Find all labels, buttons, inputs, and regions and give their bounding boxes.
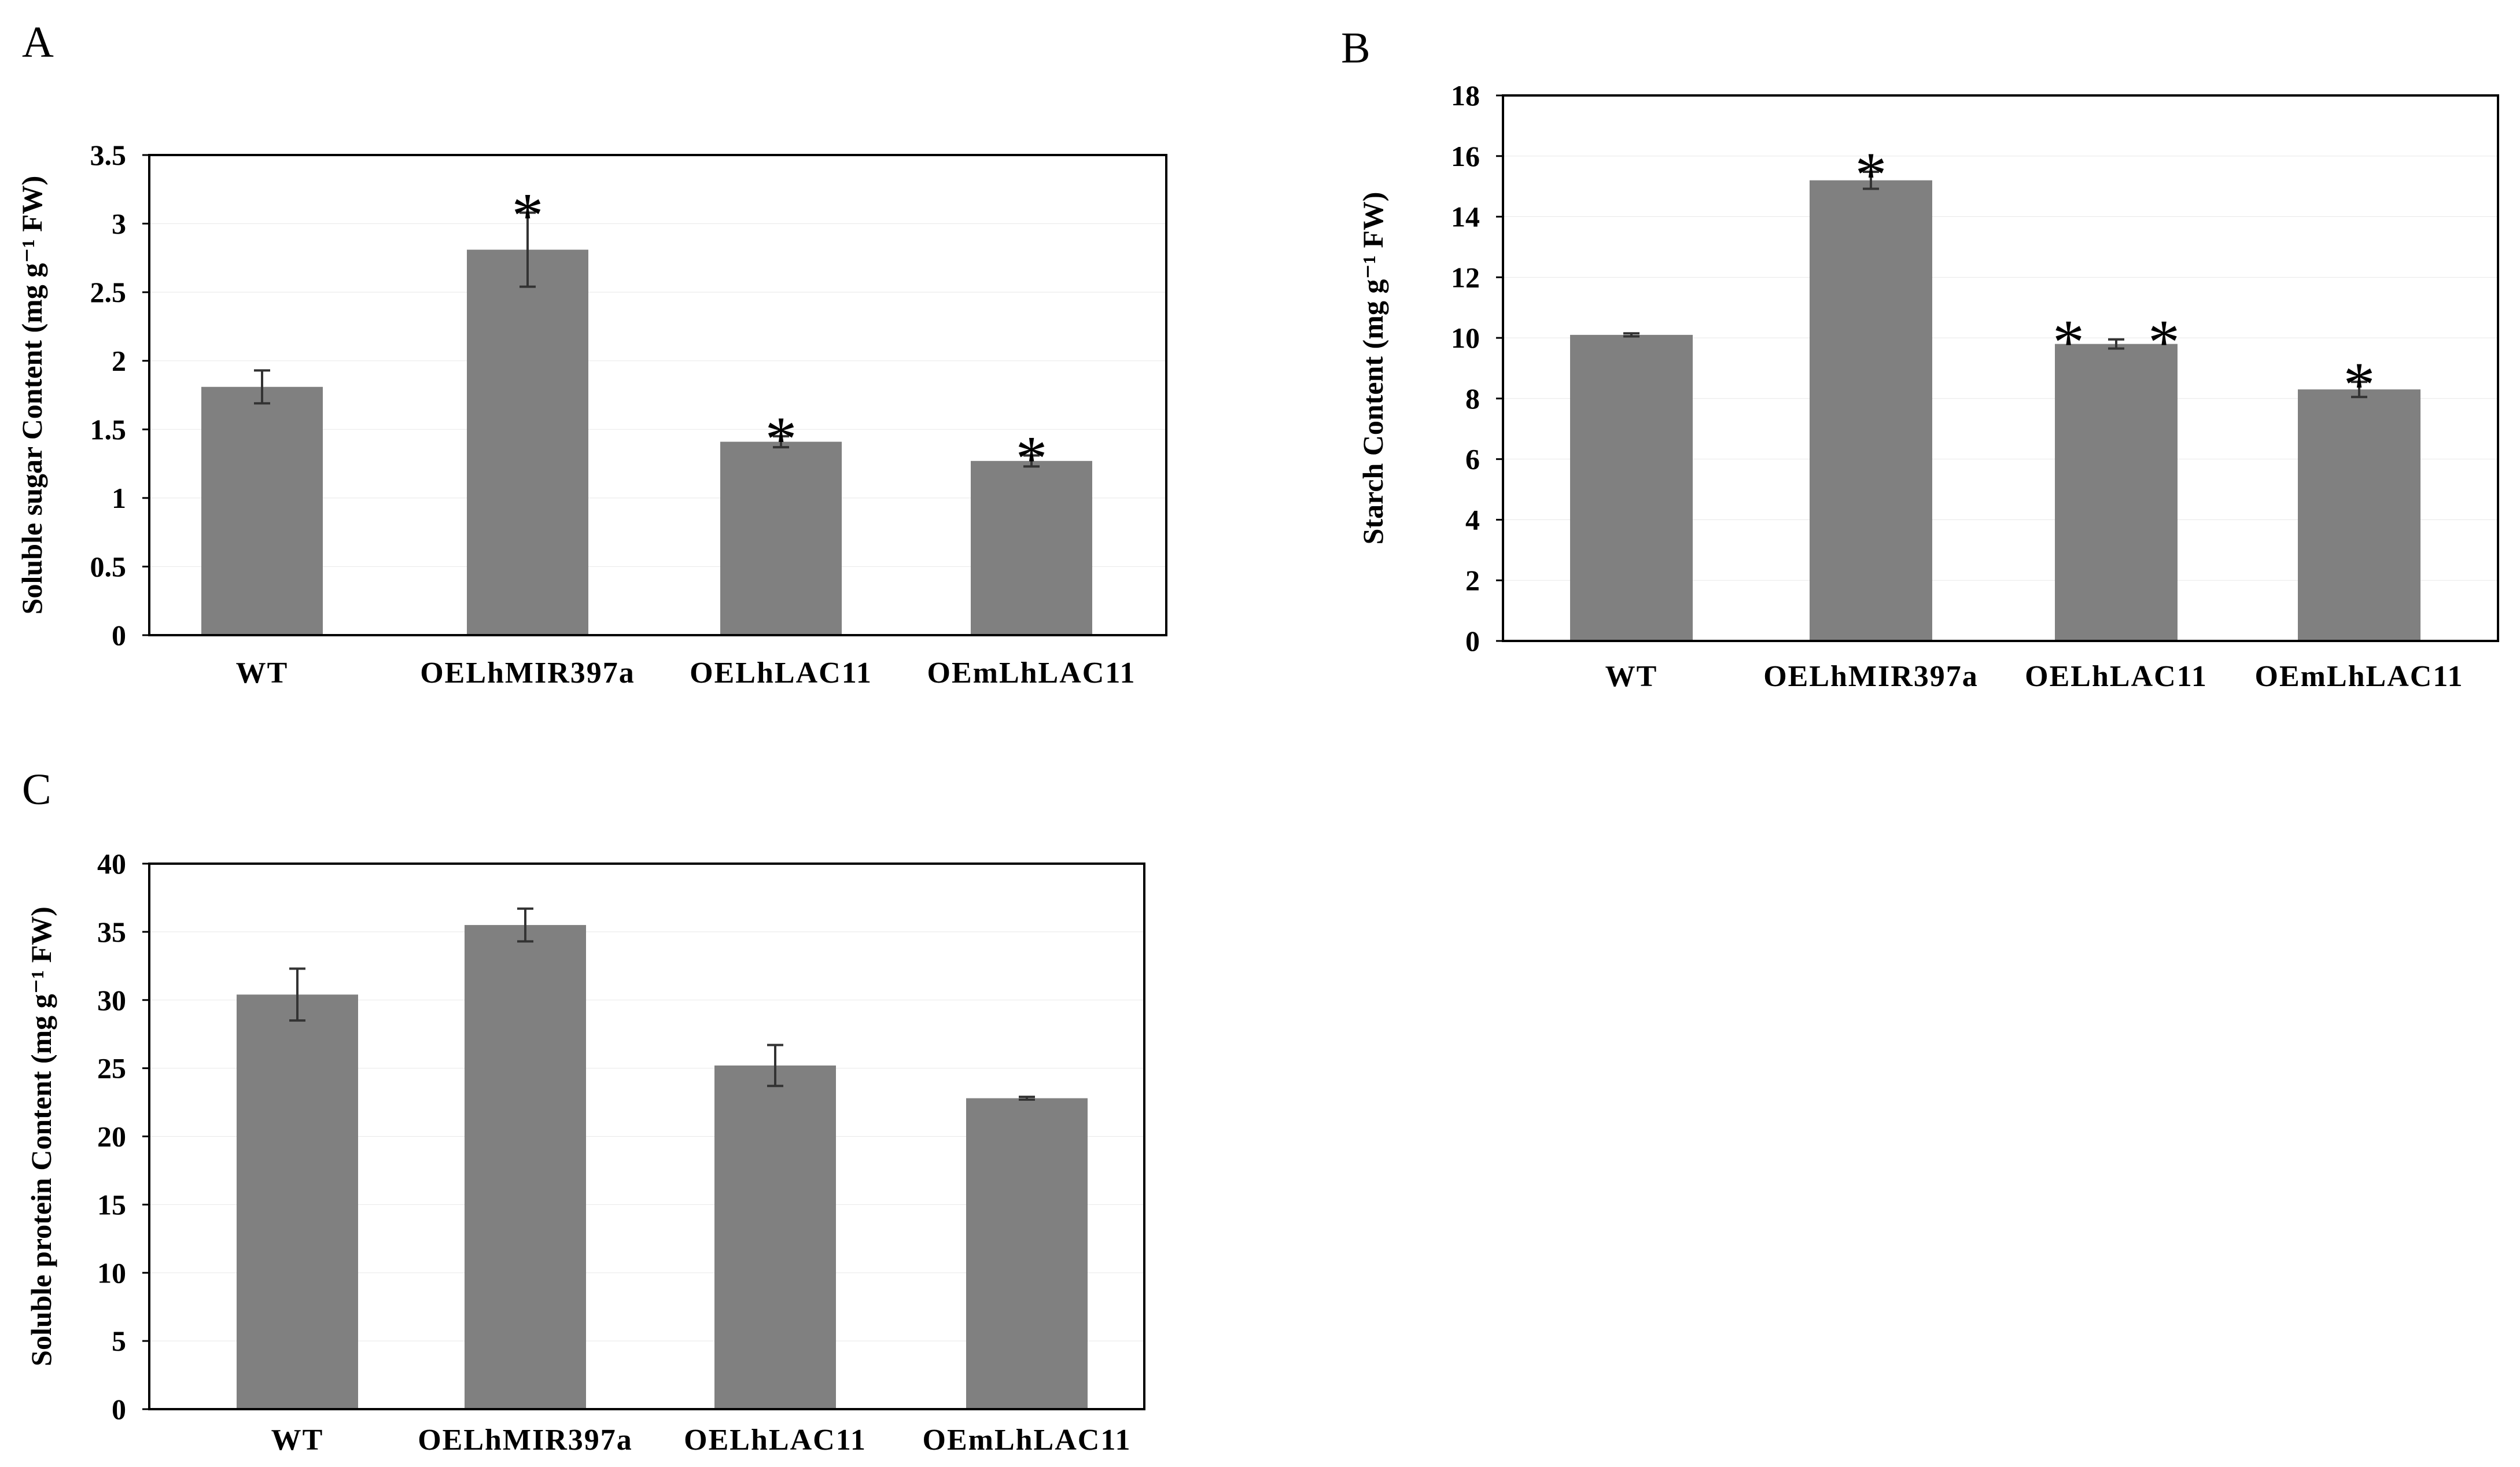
significance-mark: *	[1855, 139, 1887, 210]
bar-oelhlac11	[2055, 344, 2178, 641]
x-tick-label: OELhLAC11	[2025, 660, 2208, 693]
bar-wt	[237, 994, 358, 1409]
panel-label: A	[22, 18, 54, 67]
panel-label: C	[22, 765, 51, 814]
x-tick-label: OELhMIR397a	[420, 657, 635, 690]
y-axis-label: Starch Content (mg g⁻¹ FW)	[1357, 192, 1389, 545]
error-bar	[1863, 171, 1879, 190]
x-tick-label: WT	[271, 1424, 324, 1457]
y-tick-label: 1.5	[90, 413, 127, 445]
y-tick-label: 20	[97, 1120, 126, 1153]
y-tick-label: 1	[112, 482, 126, 514]
x-tick-label: OELhMIR397a	[418, 1424, 633, 1457]
y-tick-label: 10	[97, 1256, 126, 1289]
y-tick-label: 25	[97, 1052, 126, 1085]
error-bar	[2108, 338, 2124, 350]
bar-oelhlac11	[714, 1065, 836, 1409]
error-bar	[2351, 381, 2367, 399]
y-tick-label: 5	[112, 1325, 126, 1357]
chart-panel-a: A WT * OELhMIR397a * OELhLAC11 * OEmLhLAC11 0 0.5…	[16, 18, 1167, 690]
y-tick-label: 0.5	[90, 550, 127, 583]
x-tick-label: OELhLAC11	[690, 657, 872, 690]
y-tick-label: 3.5	[90, 139, 127, 171]
x-tick-label: OEmLhLAC11	[923, 1424, 1132, 1457]
bar-wt	[201, 386, 323, 635]
panel-label: B	[1341, 24, 1370, 72]
significance-mark: *	[765, 404, 797, 474]
bar-oelhlac11	[720, 441, 842, 635]
y-tick-label: 4	[1465, 503, 1480, 536]
error-bar	[1019, 1096, 1035, 1101]
chart-panel-b: B WT * OELhMIR397a * * OELhLAC11 * OEmLhLAC11 0 2…	[1341, 24, 2499, 693]
chart-panel-c: C WT OELhMIR397a OELhLAC11 OEmLhLAC11 0 5 10 15 2…	[22, 765, 1145, 1457]
bar-wt	[1570, 334, 1693, 641]
significance-mark: * *	[2053, 307, 2180, 378]
y-tick-label: 0	[112, 1393, 126, 1425]
bar-oemlhlac11	[971, 460, 1092, 635]
bar-oelhmir397a	[465, 925, 586, 1409]
x-tick-label: OEmLhLAC11	[2255, 660, 2464, 693]
error-bar	[289, 967, 305, 1022]
y-tick-label: 40	[97, 847, 126, 880]
x-tick-label: OEmLhLAC11	[927, 657, 1136, 690]
y-tick-label: 3	[112, 208, 126, 240]
y-tick-label: 30	[97, 984, 126, 1016]
x-tick-label: WT	[1605, 660, 1658, 693]
y-tick-label: 0	[1465, 625, 1480, 657]
error-bar	[1023, 454, 1040, 468]
plot-frame	[148, 154, 1167, 636]
y-tick-label: 6	[1465, 443, 1480, 476]
y-tick-label: 12	[1451, 261, 1480, 293]
x-tick-label: OELhMIR397a	[1763, 660, 1979, 693]
error-bar	[520, 211, 536, 288]
significance-mark: *	[1016, 423, 1048, 493]
bar-oemlhlac11	[966, 1098, 1088, 1409]
x-tick-label: OELhLAC11	[684, 1424, 867, 1457]
bar-oelhmir397a	[1810, 180, 1932, 641]
significance-mark: *	[2344, 349, 2375, 420]
error-bar	[773, 435, 789, 449]
y-axis-label: Soluble protein Content (mg g⁻¹ FW)	[25, 906, 57, 1366]
y-tick-label: 14	[1451, 201, 1480, 233]
error-bar	[254, 369, 270, 405]
significance-mark: *	[512, 180, 544, 251]
plot-frame	[1502, 94, 2499, 642]
y-tick-label: 0	[112, 619, 126, 651]
y-tick-label: 18	[1451, 79, 1480, 112]
y-tick-label: 35	[97, 916, 126, 948]
y-tick-label: 16	[1451, 140, 1480, 172]
y-tick-label: 8	[1465, 382, 1480, 415]
bar-oemlhlac11	[2298, 389, 2420, 641]
error-bar	[767, 1044, 783, 1088]
y-tick-label: 2.5	[90, 276, 127, 308]
y-tick-label: 2	[112, 345, 126, 377]
y-tick-label: 15	[97, 1188, 126, 1221]
y-tick-label: 2	[1465, 564, 1480, 596]
x-tick-label: WT	[236, 657, 289, 690]
error-bar	[1623, 332, 1640, 338]
bar-oelhmir397a	[467, 249, 588, 636]
error-bar	[517, 907, 533, 943]
y-axis-label: Soluble sugar Content (mg g⁻¹ FW)	[16, 176, 48, 615]
y-tick-label: 10	[1451, 322, 1480, 354]
